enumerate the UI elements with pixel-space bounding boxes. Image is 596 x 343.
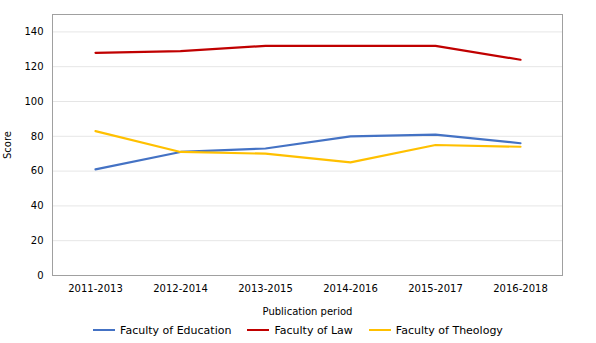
svg-text:100: 100 (24, 96, 43, 107)
html-text:Faculty of Theology: Faculty of Theology (395, 323, 503, 337)
svg-text:Score: Score (2, 131, 13, 159)
svg-text:2014-2016: 2014-2016 (323, 283, 378, 294)
svg-text:2011-2013: 2011-2013 (68, 283, 123, 294)
html-text:Faculty of Law: Faculty of Law (274, 323, 353, 337)
svg-text:20: 20 (31, 235, 44, 246)
svg-text:0: 0 (37, 270, 43, 281)
svg-text:2016-2018: 2016-2018 (493, 283, 548, 294)
html-text:Faculty of Education: Faculty of Education (120, 323, 232, 337)
svg-text:40: 40 (31, 200, 44, 211)
svg-text:140: 140 (24, 26, 43, 37)
svg-text:Publication period: Publication period (263, 306, 353, 317)
svg-text:120: 120 (24, 61, 43, 72)
svg-text:2015-2017: 2015-2017 (408, 283, 463, 294)
svg-text:80: 80 (31, 131, 44, 142)
svg-text:2012-2014: 2012-2014 (153, 283, 208, 294)
svg-text:2013-2015: 2013-2015 (238, 283, 293, 294)
svg-text:60: 60 (31, 165, 44, 176)
